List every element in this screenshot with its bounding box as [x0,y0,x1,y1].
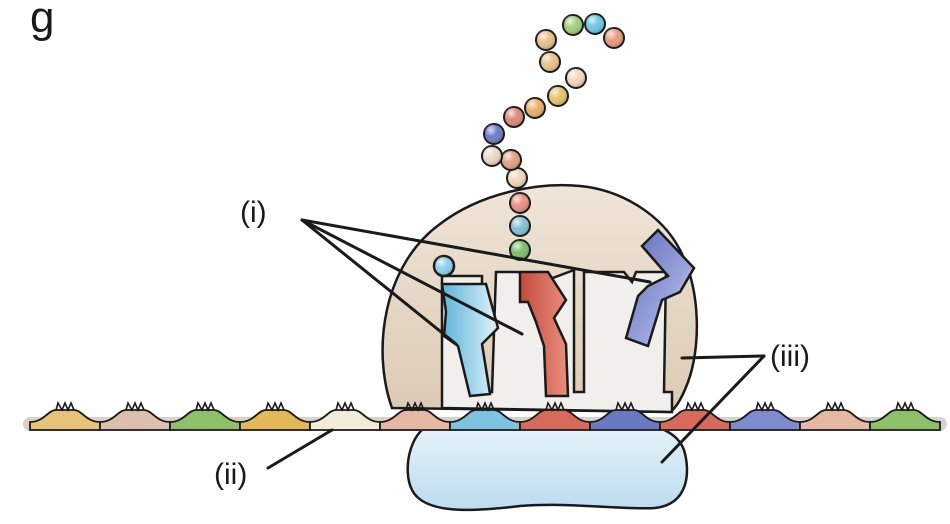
label-trna: (i) [240,196,267,229]
amino-acid-bead-shade-7 [548,86,568,106]
label-ribosome: (iii) [770,340,810,373]
amino-acid-bead-shade-3 [563,15,583,35]
amino-acid-bead-shade-4 [536,30,556,50]
codon-3 [169,409,241,431]
leader-ribosome-1 [680,354,766,360]
amino-acid-bead-shade-8 [525,98,545,118]
polypeptide-chain [481,13,625,261]
codon-bases-1 [55,400,75,413]
amino-acid-bead-shade-14 [510,193,530,213]
amino-acid-bead-shade-5 [540,52,560,72]
leader-trna-2 [300,218,524,336]
leader-trna-1 [300,218,458,346]
codon-bases-12 [825,400,845,413]
amino-acid-bead-shade-11 [482,146,502,166]
amino-acid-bead-shade-2 [585,14,605,34]
amino-acid-bead-shade-10 [484,124,504,144]
codon-bases-10 [685,400,705,413]
title-fragment: g [30,0,54,42]
trna-a-site [624,228,696,348]
mrna-strand [23,400,947,431]
amino-acid-bead-shade-16 [510,240,530,260]
codon-bases-5 [335,400,355,413]
codon-8 [519,409,591,431]
leader-mrna [266,428,334,470]
amino-acid-bead-shade-13 [507,168,527,188]
codon-bases-4 [265,400,285,413]
codon-12 [799,409,871,431]
codon-9 [589,409,661,431]
codon-1 [29,409,101,431]
codon-bases-13 [895,400,915,413]
codon-bases-7 [475,400,495,413]
amino-acid-bead-shade-6 [566,68,586,88]
codon-bases-11 [755,400,775,413]
leader-ribosome-2 [660,354,766,464]
codon-11 [729,409,801,431]
codon-bases-8 [545,400,565,413]
label-leader-lines [266,218,766,470]
codon-bases-9 [615,400,635,413]
trna-e-site [432,254,500,398]
amino-acid-bead-shade-15 [510,216,530,236]
codon-6 [379,409,451,431]
codon-13 [869,409,941,431]
codon-7 [449,409,521,431]
codon-bases-2 [125,400,145,413]
codon-2 [99,409,171,431]
leader-trna-3 [300,218,652,284]
amino-acid-bead-shade-9 [504,107,524,127]
codon-bases-3 [195,400,215,413]
trna-p-site [518,270,570,398]
label-mrna: (ii) [214,458,247,491]
codon-5 [309,409,381,431]
amino-acid-bead-shade-1 [604,28,624,48]
small-ribosomal-subunit [406,423,689,512]
amino-acid-bead-shade-12 [501,150,521,170]
codon-bases-6 [405,400,425,413]
codon-4 [239,409,311,431]
